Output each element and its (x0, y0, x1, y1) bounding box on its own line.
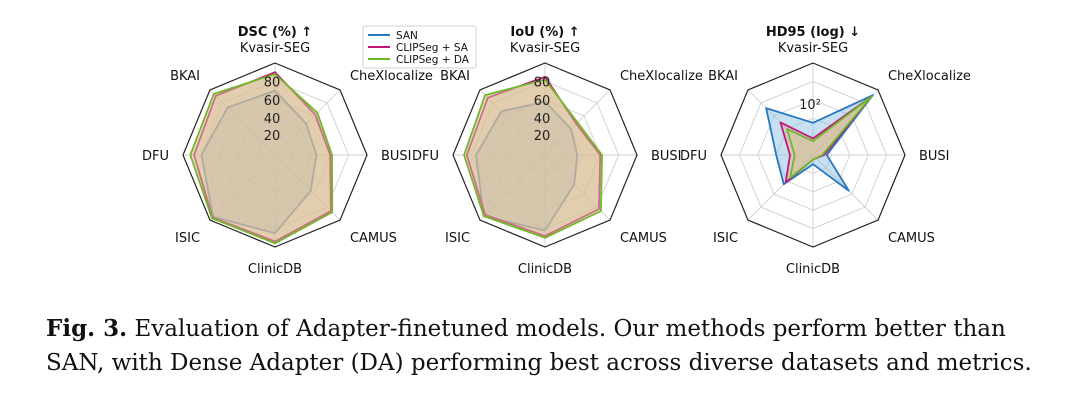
axis-label-clinicdb: ClinicDB (518, 262, 572, 277)
radar-chart-3: 10² CheXlocalize BUSI CAMUS ClinicDB ISIC DFU B… (680, 25, 971, 277)
axis-label-isic: ISIC (445, 231, 470, 246)
caption-text: Evaluation of Adapter-finetuned models. … (46, 316, 1032, 376)
legend-label-san: SAN (396, 30, 418, 42)
figure-caption: Fig. 3. Evaluation of Adapter-finetuned … (46, 312, 1046, 380)
axis-label-chexlocalize: CheXlocalize (350, 69, 433, 84)
axis-label-dfu: DFU (142, 149, 169, 164)
legend-label-clipseg-sa: CLIPSeg + SA (396, 42, 469, 54)
rtick-label-20: 20 (534, 129, 551, 144)
outer-frame (720, 62, 906, 248)
axis-label-chexlocalize: CheXlocalize (620, 69, 703, 84)
axis-label-isic: ISIC (713, 231, 738, 246)
rtick-label-40: 40 (534, 112, 551, 127)
axis-label-bkai: BKAI (440, 69, 470, 84)
figure-radar-charts: 20 40 60 80 CheXlocalize BUSI CAMUS ClinicDB ISI… (142, 25, 971, 277)
radar-chart-2: 20 40 60 80 CheXlocalize BUSI CAMUS ClinicDB ISI… (412, 25, 703, 277)
series-clipseg-da (786, 95, 873, 179)
axis-label-kvasir-seg: Kvasir-SEG (778, 41, 848, 56)
legend-box (362, 25, 477, 69)
rtick-label-80: 80 (264, 75, 281, 90)
chart-title: DSC (%) ↑ (238, 25, 313, 40)
rtick-label-80: 80 (534, 75, 551, 90)
chart-title: IoU (%) ↑ (510, 25, 579, 40)
rtick-label-60: 60 (534, 94, 551, 109)
outer-frame (182, 62, 368, 248)
axis-label-clinicdb: ClinicDB (786, 262, 840, 277)
axis-label-busi: BUSI (651, 149, 682, 164)
axis-label-dfu: DFU (412, 149, 439, 164)
rtick-label-20: 20 (264, 129, 281, 144)
axis-label-kvasir-seg: Kvasir-SEG (510, 41, 580, 56)
radar-chart-1: 20 40 60 80 CheXlocalize BUSI CAMUS ClinicDB ISI… (142, 25, 433, 277)
axis-label-dfu: DFU (680, 149, 707, 164)
rtick-label-60: 60 (264, 94, 281, 109)
axis-label-chexlocalize: CheXlocalize (888, 69, 971, 84)
series-clipseg-da (189, 73, 334, 245)
axis-label-kvasir-seg: Kvasir-SEG (240, 41, 310, 56)
axis-label-busi: BUSI (381, 149, 412, 164)
axis-label-busi: BUSI (919, 149, 950, 164)
series-clipseg-da (463, 78, 603, 239)
outer-frame (452, 62, 638, 248)
chart-title: HD95 (log) ↓ (766, 25, 860, 40)
caption-label: Fig. 3. (46, 315, 128, 342)
axis-label-camus: CAMUS (620, 231, 667, 246)
axis-label-camus: CAMUS (350, 231, 397, 246)
rtick-label-40: 40 (264, 112, 281, 127)
legend-label-clipseg-da: CLIPSeg + DA (396, 54, 470, 66)
axis-label-clinicdb: ClinicDB (248, 262, 302, 277)
rtick-label-1: 10² (799, 98, 821, 113)
axis-label-camus: CAMUS (888, 231, 935, 246)
axis-label-bkai: BKAI (170, 69, 200, 84)
axis-label-bkai: BKAI (708, 69, 738, 84)
axis-label-isic: ISIC (175, 231, 200, 246)
